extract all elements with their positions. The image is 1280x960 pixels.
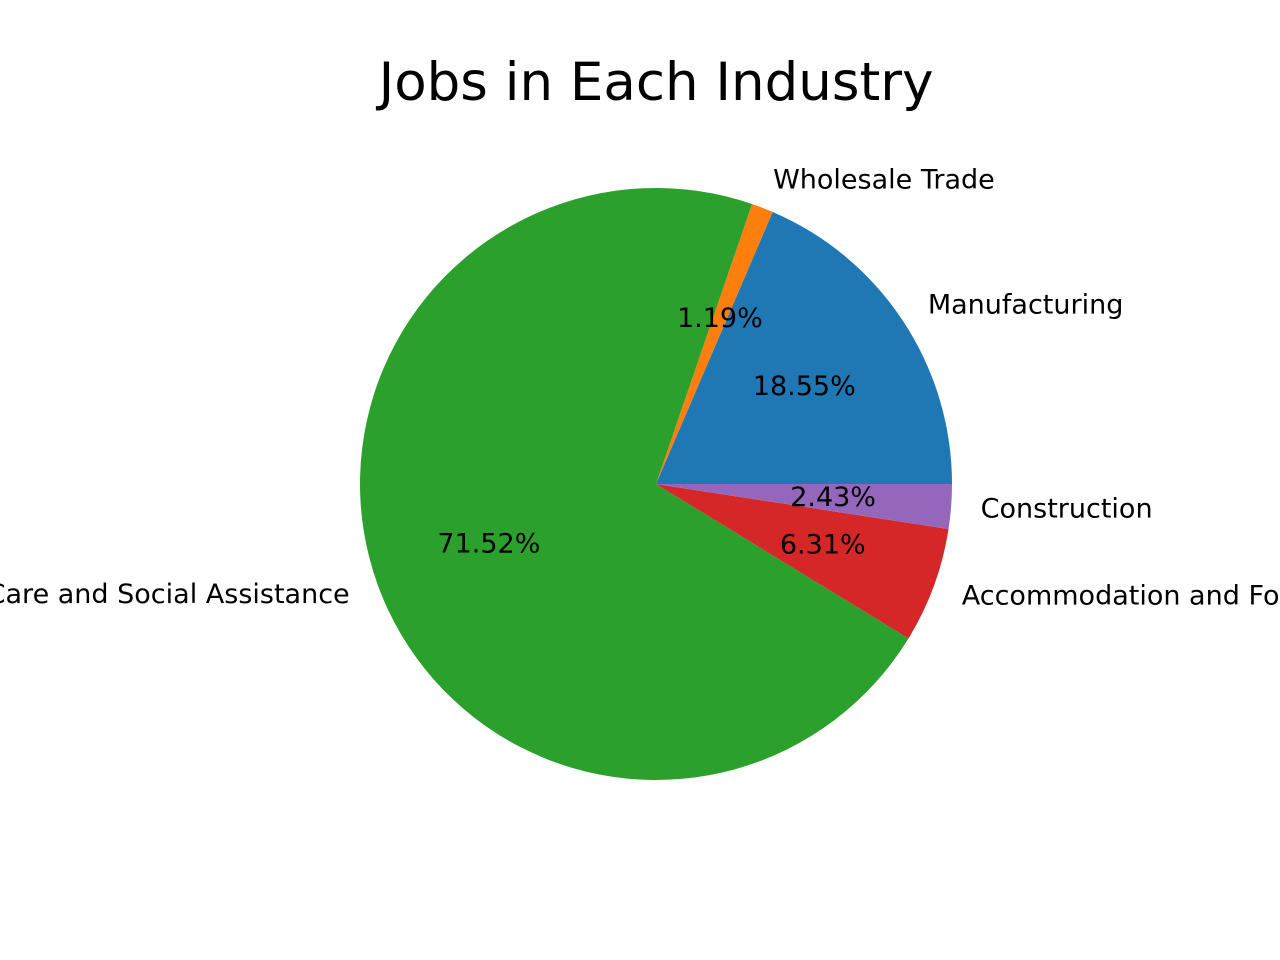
slice-labels: Manufacturing Wholesale Trade Health Care … bbox=[0, 165, 1280, 612]
percent-label-accommodation-and-food-services: 6.31% bbox=[780, 530, 866, 561]
slice-label-manufacturing: Manufacturing bbox=[928, 289, 1124, 320]
slice-label-wholesale-trade: Wholesale Trade bbox=[773, 165, 995, 196]
percent-labels: 18.55% 1.19% 71.52% 6.31% 2.43% bbox=[437, 303, 876, 561]
pie-slice-accommodation-and-food-services bbox=[656, 484, 949, 639]
chart-title: Jobs in Each Industry bbox=[376, 52, 934, 113]
slice-label-health-care-and-social-assistance: Health Care and Social Assistance bbox=[0, 579, 350, 610]
percent-label-construction: 2.43% bbox=[790, 482, 876, 513]
pie-slice-wholesale-trade bbox=[656, 204, 773, 484]
slice-label-accommodation-and-food-services: Accommodation and Food Services bbox=[962, 580, 1280, 611]
slice-label-construction: Construction bbox=[981, 493, 1153, 524]
percent-label-wholesale-trade: 1.19% bbox=[677, 303, 763, 334]
pie-slice-construction bbox=[656, 484, 952, 530]
pie-slice-manufacturing bbox=[656, 211, 953, 484]
percent-label-health-care-and-social-assistance: 71.52% bbox=[437, 529, 540, 560]
percent-label-manufacturing: 18.55% bbox=[753, 371, 856, 402]
pie-slice-health-care-and-social-assistance bbox=[360, 188, 909, 781]
pie-slices bbox=[360, 188, 953, 781]
